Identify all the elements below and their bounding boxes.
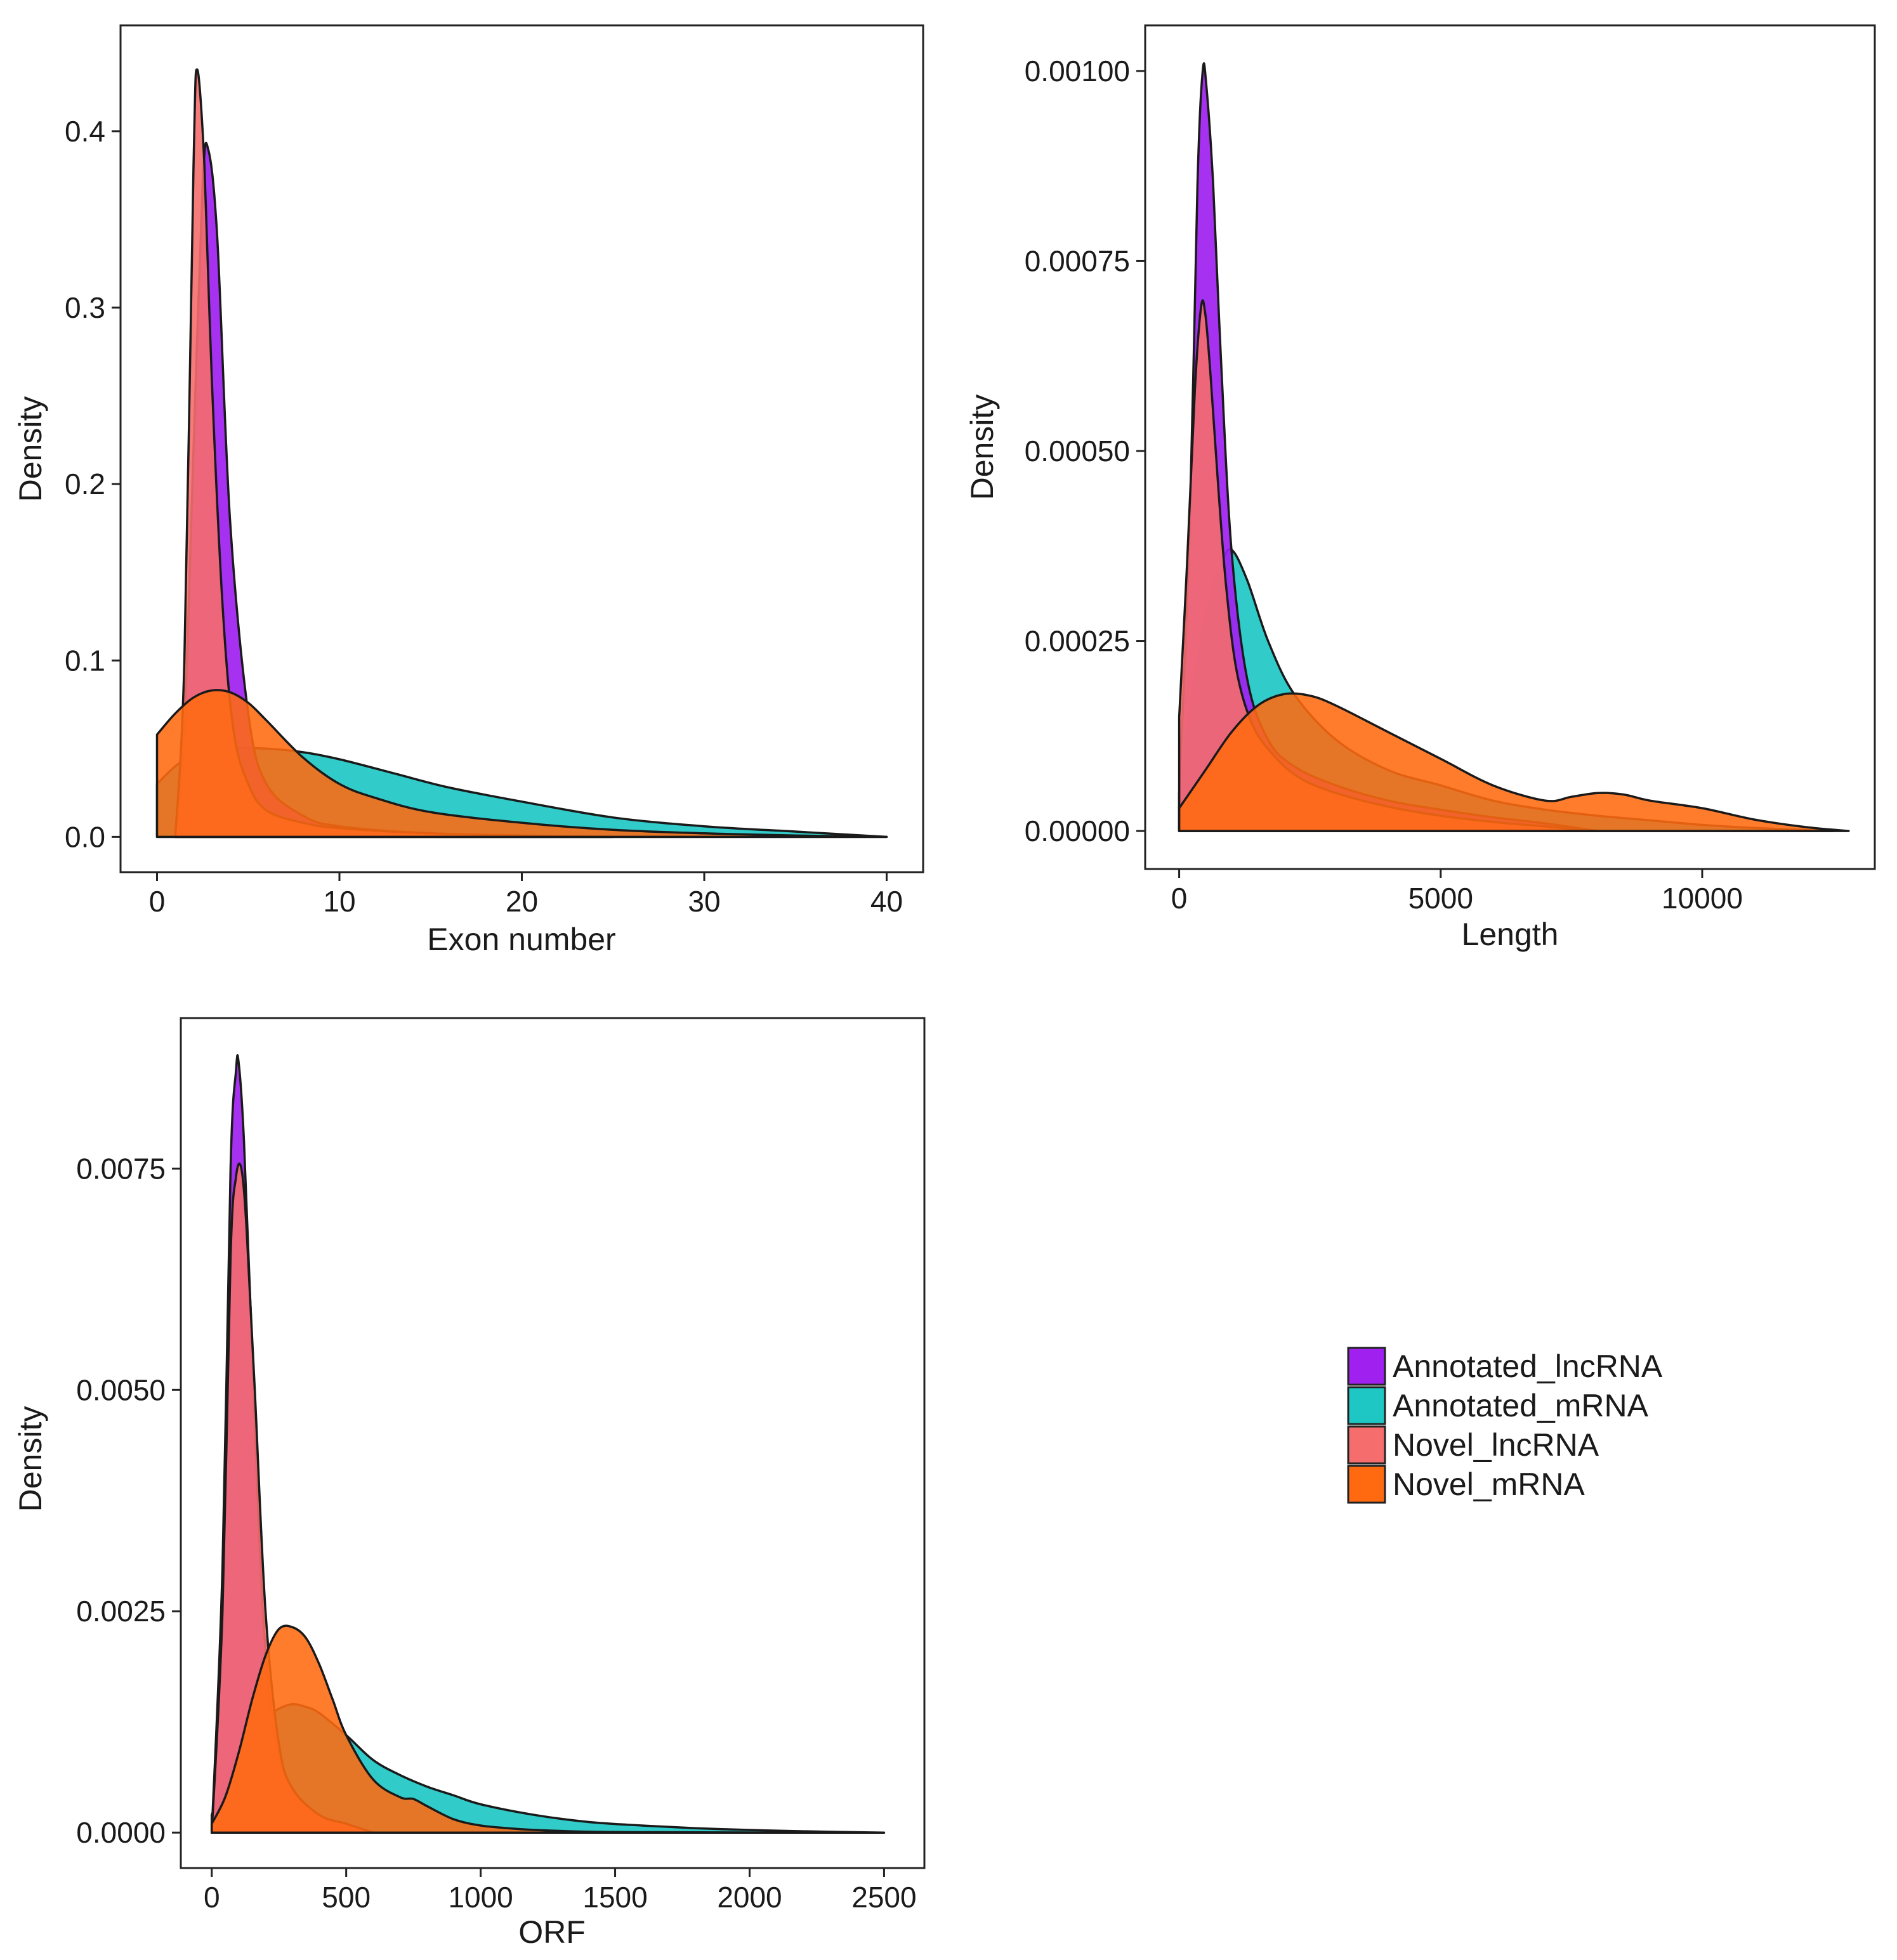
x-tick-label-orf: 2500 [851, 1881, 916, 1914]
x-tick-label-orf: 1500 [582, 1881, 647, 1914]
y-tick-label-exon: 0.2 [65, 467, 105, 500]
panel-length: 0.00000 0.00025 0.00050 0.00075 0.00100 0 500… [964, 24, 1876, 952]
legend-item: Annotated_lncRNA [1347, 1347, 1663, 1386]
x-axis-title-exon: Exon number [427, 922, 615, 957]
y-tick-label-exon: 0.4 [65, 115, 105, 148]
x-tick-label-orf: 500 [322, 1881, 371, 1914]
legend-label-annotated-lncrna: Annotated_lncRNA [1393, 1349, 1663, 1384]
y-tick-label-orf: 0.0025 [76, 1595, 166, 1628]
x-tick-label-orf: 1000 [448, 1881, 513, 1914]
legend-item: Novel_mRNA [1347, 1465, 1585, 1504]
x-axis-title-length: Length [1462, 917, 1559, 952]
y-tick-label-length: 0.00050 [1025, 434, 1130, 467]
legend-item: Novel_lncRNA [1347, 1425, 1599, 1465]
legend-swatch-novel-mrna [1347, 1465, 1386, 1504]
x-ticks-orf: 0 500 1000 1500 2000 2500 [204, 1868, 917, 1914]
y-axis-title-exon: Density [13, 396, 48, 502]
x-tick-label-exon: 20 [506, 885, 538, 918]
y-tick-label-orf: 0.0075 [76, 1152, 166, 1185]
x-tick-label-exon: 30 [688, 885, 720, 918]
legend-swatch-annotated-lncrna [1347, 1347, 1386, 1386]
x-tick-label-orf: 2000 [717, 1881, 782, 1914]
y-tick-label-exon: 0.1 [65, 644, 105, 677]
y-tick-label-length: 0.00075 [1025, 244, 1130, 277]
y-ticks-orf: 0.0000 0.0025 0.0050 0.0075 [76, 1152, 181, 1849]
y-tick-label-orf: 0.0000 [76, 1816, 166, 1849]
panel-orf: 0.0000 0.0025 0.0050 0.0075 0 500 1000 1500 200… [13, 1017, 926, 1950]
x-tick-label-exon: 0 [149, 885, 166, 918]
density-area-orf-novel-mrna [210, 1624, 886, 1834]
density-areas-orf [210, 1054, 886, 1834]
y-axis-title-orf: Density [13, 1406, 48, 1512]
x-tick-label-exon: 10 [323, 885, 355, 918]
y-axis-title-length: Density [964, 395, 1000, 500]
y-tick-label-exon: 0.3 [65, 291, 105, 324]
x-tick-label-length: 5000 [1408, 882, 1473, 915]
density-area-length-novel-mrna [1178, 692, 1850, 832]
y-tick-label-exon: 0.0 [65, 820, 105, 853]
y-tick-label-length: 0.00000 [1025, 814, 1130, 847]
y-tick-label-length: 0.00025 [1025, 625, 1130, 658]
y-ticks-length: 0.00000 0.00025 0.00050 0.00075 0.00100 [1025, 55, 1145, 847]
x-tick-label-length: 10000 [1662, 882, 1743, 915]
density-areas-exon [155, 68, 888, 839]
x-axis-title-orf: ORF [518, 1914, 586, 1950]
density-areas-length [1178, 62, 1850, 832]
legend-label-annotated-mrna: Annotated_mRNA [1393, 1388, 1649, 1423]
x-ticks-length: 0 5000 10000 [1171, 869, 1743, 915]
legend-swatch-annotated-mrna [1347, 1386, 1386, 1425]
legend-label-novel-lncrna: Novel_lncRNA [1393, 1427, 1599, 1463]
panel-exon-number: 0.0 0.1 0.2 0.3 0.4 0 10 20 30 40 Exon number De… [13, 24, 924, 957]
y-tick-label-orf: 0.0050 [76, 1373, 166, 1406]
y-ticks-exon: 0.0 0.1 0.2 0.3 0.4 [65, 115, 121, 853]
legend-swatch-novel-lncrna [1347, 1425, 1386, 1465]
density-area-exon-novel-mrna [155, 689, 888, 839]
x-tick-label-length: 0 [1171, 882, 1188, 915]
legend-label-novel-mrna: Novel_mRNA [1393, 1467, 1585, 1502]
legend: Annotated_lncRNA Annotated_mRNA Novel_ln… [1347, 1347, 1663, 1504]
legend-item: Annotated_mRNA [1347, 1386, 1649, 1425]
x-ticks-exon: 0 10 20 30 40 [149, 872, 903, 918]
x-tick-label-exon: 40 [870, 885, 903, 918]
x-tick-label-orf: 0 [204, 1881, 220, 1914]
y-tick-label-length: 0.00100 [1025, 55, 1130, 88]
